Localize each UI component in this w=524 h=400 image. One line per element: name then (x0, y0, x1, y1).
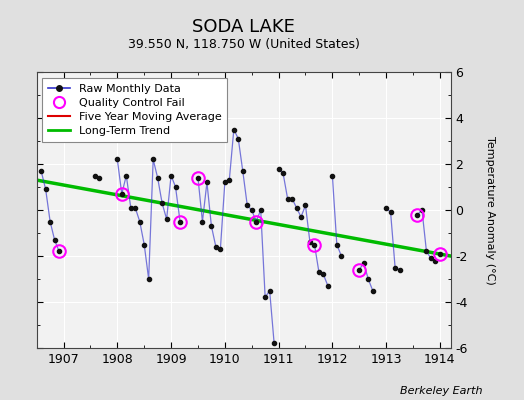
Text: SODA LAKE: SODA LAKE (192, 18, 295, 36)
Text: Berkeley Earth: Berkeley Earth (400, 386, 482, 396)
Legend: Raw Monthly Data, Quality Control Fail, Five Year Moving Average, Long-Term Tren: Raw Monthly Data, Quality Control Fail, … (42, 78, 227, 142)
Text: 39.550 N, 118.750 W (United States): 39.550 N, 118.750 W (United States) (128, 38, 359, 51)
Y-axis label: Temperature Anomaly (°C): Temperature Anomaly (°C) (485, 136, 495, 284)
